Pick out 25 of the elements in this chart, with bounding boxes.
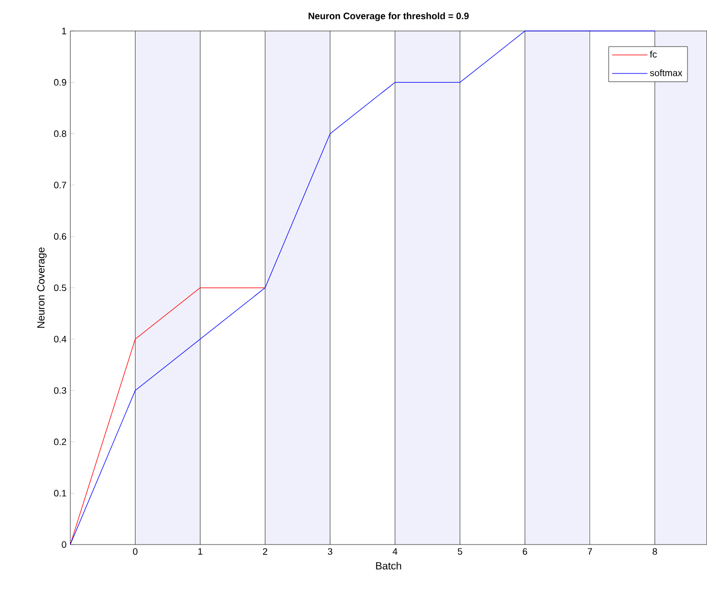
- y-tick-label: 0.2: [54, 438, 66, 446]
- x-tick-label: 3: [328, 548, 332, 555]
- y-tick-label: 1: [62, 28, 66, 34]
- y-tick-label: 0.7: [54, 182, 66, 188]
- x-tick-label: 1: [198, 548, 202, 555]
- x-tick-label: 5: [458, 548, 462, 555]
- x-tick-label: 2: [263, 548, 268, 555]
- chart-title: Neuron Coverage for threshold = 0.9: [308, 12, 469, 22]
- y-tick-label: 0.9: [54, 78, 66, 86]
- y-axis-title: Neuron Coverage: [37, 247, 47, 328]
- y-tick-label: 0.3: [54, 387, 66, 394]
- y-tick-label: 0.8: [54, 130, 66, 137]
- legend-label: softmax: [650, 69, 682, 76]
- x-axis-title: Batch: [376, 562, 402, 570]
- x-tick-label: 7: [588, 548, 592, 555]
- y-tick-label: 0: [62, 541, 66, 548]
- y-tick-label: 0.6: [54, 233, 66, 240]
- y-tick-label: 0.5: [54, 284, 66, 291]
- x-tick-label: 0: [132, 548, 138, 555]
- x-tick-label: 4: [392, 548, 398, 555]
- legend-label: fc: [650, 50, 657, 58]
- y-tick-label: 0.4: [54, 336, 66, 342]
- x-tick-label: 8: [652, 548, 658, 555]
- x-tick-label: 6: [522, 548, 528, 555]
- y-tick-label: 0.1: [54, 490, 66, 496]
